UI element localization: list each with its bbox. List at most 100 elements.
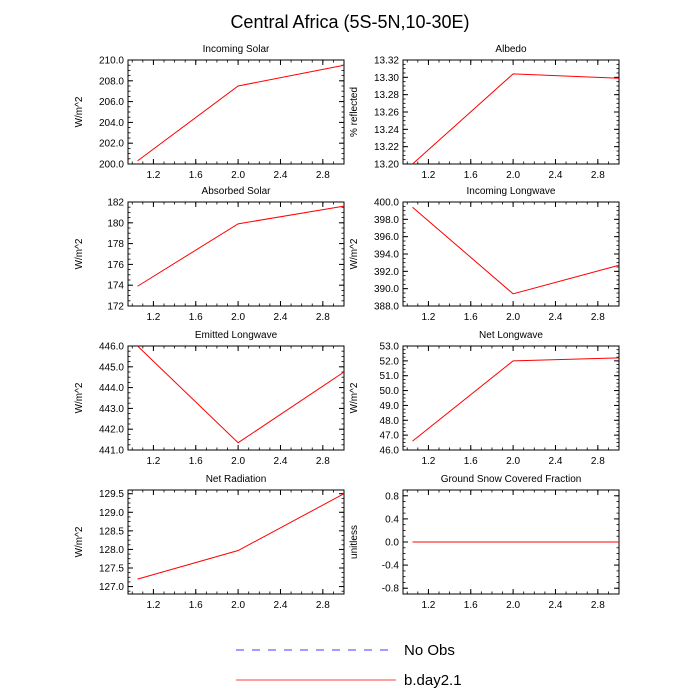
- y-tick-label: 128.5: [99, 526, 124, 537]
- y-tick-label: 0.0: [385, 538, 399, 549]
- plot-frame: [127, 489, 345, 595]
- legend: No Obs b.day2.1: [236, 642, 462, 689]
- y-tick-label: 13.26: [374, 108, 399, 119]
- y-tick-label: -0.4: [382, 561, 400, 572]
- x-tick-label: 2.0: [231, 170, 245, 181]
- x-tick-label: 1.6: [189, 600, 203, 611]
- y-axis-label: unitless: [349, 525, 360, 559]
- chart-panel: Ground Snow Covered Fraction unitless 1.2 1…: [349, 474, 620, 611]
- x-tick-label: 2.4: [274, 600, 288, 611]
- legend-label: No Obs: [404, 642, 455, 659]
- y-tick-label: 53.0: [380, 342, 400, 353]
- x-tick-label: 1.2: [421, 312, 435, 323]
- x-tick-label: 2.0: [506, 456, 520, 467]
- series-line: [137, 345, 345, 444]
- y-tick-label: 388.0: [374, 302, 399, 313]
- y-tick-label: 0.4: [385, 514, 399, 525]
- x-tick-label: 2.8: [591, 312, 605, 323]
- chart-panels: Incoming Solar W/m^2 1.2 1.6 2.0 2.4 2.8 200.0 2…: [74, 44, 620, 611]
- y-axis-label: W/m^2: [74, 238, 85, 269]
- x-tick-label: 2.8: [591, 600, 605, 611]
- chart-panel: Absorbed Solar W/m^2 1.2 1.6 2.0 2.4 2.8 172 174…: [74, 186, 345, 323]
- plot-frame: [127, 345, 345, 451]
- y-tick-label: 13.32: [374, 56, 399, 67]
- x-tick-label: 1.6: [189, 456, 203, 467]
- y-tick-label: 180: [107, 218, 124, 229]
- panel-title: Absorbed Solar: [202, 186, 272, 197]
- x-tick-label: 1.6: [189, 312, 203, 323]
- y-tick-label: 398.0: [374, 215, 399, 226]
- panel-title: Incoming Longwave: [467, 186, 556, 197]
- y-axis-label: % reflected: [349, 87, 360, 137]
- x-tick-label: 2.8: [316, 312, 330, 323]
- y-tick-label: 206.0: [99, 97, 124, 108]
- y-tick-label: 202.0: [99, 139, 124, 150]
- x-tick-label: 1.6: [464, 312, 478, 323]
- series-line: [412, 206, 620, 295]
- x-tick-label: 1.6: [189, 170, 203, 181]
- y-tick-label: 47.0: [380, 431, 400, 442]
- x-tick-label: 2.4: [549, 456, 563, 467]
- legend-label: b.day2.1: [404, 672, 462, 689]
- chart-panel: Net Radiation W/m^2 1.2 1.6 2.0 2.4 2.8 127.0 12…: [74, 474, 345, 611]
- x-tick-label: 1.2: [421, 600, 435, 611]
- y-tick-label: 200.0: [99, 160, 124, 171]
- x-tick-label: 1.6: [464, 456, 478, 467]
- chart-panel: Incoming Solar W/m^2 1.2 1.6 2.0 2.4 2.8 200.0 2…: [74, 44, 345, 181]
- x-tick-label: 2.8: [591, 456, 605, 467]
- y-tick-label: 174: [107, 281, 124, 292]
- y-tick-label: 390.0: [374, 284, 399, 295]
- y-tick-label: 441.0: [99, 446, 124, 457]
- y-tick-label: 46.0: [380, 446, 400, 457]
- y-tick-label: 172: [107, 302, 124, 313]
- series-line: [137, 493, 345, 580]
- panel-title: Net Radiation: [206, 474, 267, 485]
- figure-title: Central Africa (5S-5N,10-30E): [230, 12, 469, 32]
- x-tick-label: 2.8: [316, 170, 330, 181]
- x-tick-label: 2.0: [231, 456, 245, 467]
- x-tick-label: 2.4: [274, 312, 288, 323]
- y-tick-label: 13.22: [374, 142, 399, 153]
- chart-panel: Albedo % reflected 1.2 1.6 2.0 2.4 2.8 13.20 13.…: [349, 44, 620, 181]
- plot-frame: [402, 345, 620, 451]
- x-tick-label: 1.2: [146, 312, 160, 323]
- plot-frame: [402, 201, 620, 307]
- y-tick-label: 208.0: [99, 76, 124, 87]
- y-tick-label: 52.0: [380, 356, 400, 367]
- y-tick-label: 446.0: [99, 342, 124, 353]
- x-tick-label: 2.0: [231, 312, 245, 323]
- y-tick-label: 444.0: [99, 383, 124, 394]
- y-axis-label: W/m^2: [74, 96, 85, 127]
- x-tick-label: 1.6: [464, 170, 478, 181]
- x-tick-label: 2.0: [506, 170, 520, 181]
- x-tick-label: 2.0: [506, 600, 520, 611]
- panel-title: Emitted Longwave: [195, 330, 278, 341]
- x-tick-label: 2.0: [506, 312, 520, 323]
- y-tick-label: 49.0: [380, 401, 400, 412]
- series-line: [412, 73, 620, 165]
- y-tick-label: 210.0: [99, 56, 124, 67]
- y-tick-label: 443.0: [99, 404, 124, 415]
- y-tick-label: -0.8: [382, 584, 400, 595]
- x-tick-label: 2.4: [274, 456, 288, 467]
- y-tick-label: 127.0: [99, 582, 124, 593]
- x-tick-label: 2.4: [549, 600, 563, 611]
- y-tick-label: 127.5: [99, 564, 124, 575]
- x-tick-label: 1.6: [464, 600, 478, 611]
- panel-title: Net Longwave: [479, 330, 543, 341]
- x-tick-label: 1.2: [421, 456, 435, 467]
- y-tick-label: 396.0: [374, 232, 399, 243]
- y-tick-label: 13.28: [374, 90, 399, 101]
- y-tick-label: 445.0: [99, 362, 124, 373]
- panel-title: Albedo: [495, 44, 527, 55]
- y-tick-label: 51.0: [380, 371, 400, 382]
- x-tick-label: 2.4: [549, 312, 563, 323]
- series-line: [137, 64, 345, 162]
- x-tick-label: 1.2: [421, 170, 435, 181]
- series-line: [137, 205, 345, 287]
- series-line: [412, 357, 620, 442]
- plot-frame: [127, 201, 345, 307]
- panel-title: Ground Snow Covered Fraction: [441, 474, 582, 485]
- x-tick-label: 2.8: [316, 600, 330, 611]
- panel-title: Incoming Solar: [203, 44, 270, 55]
